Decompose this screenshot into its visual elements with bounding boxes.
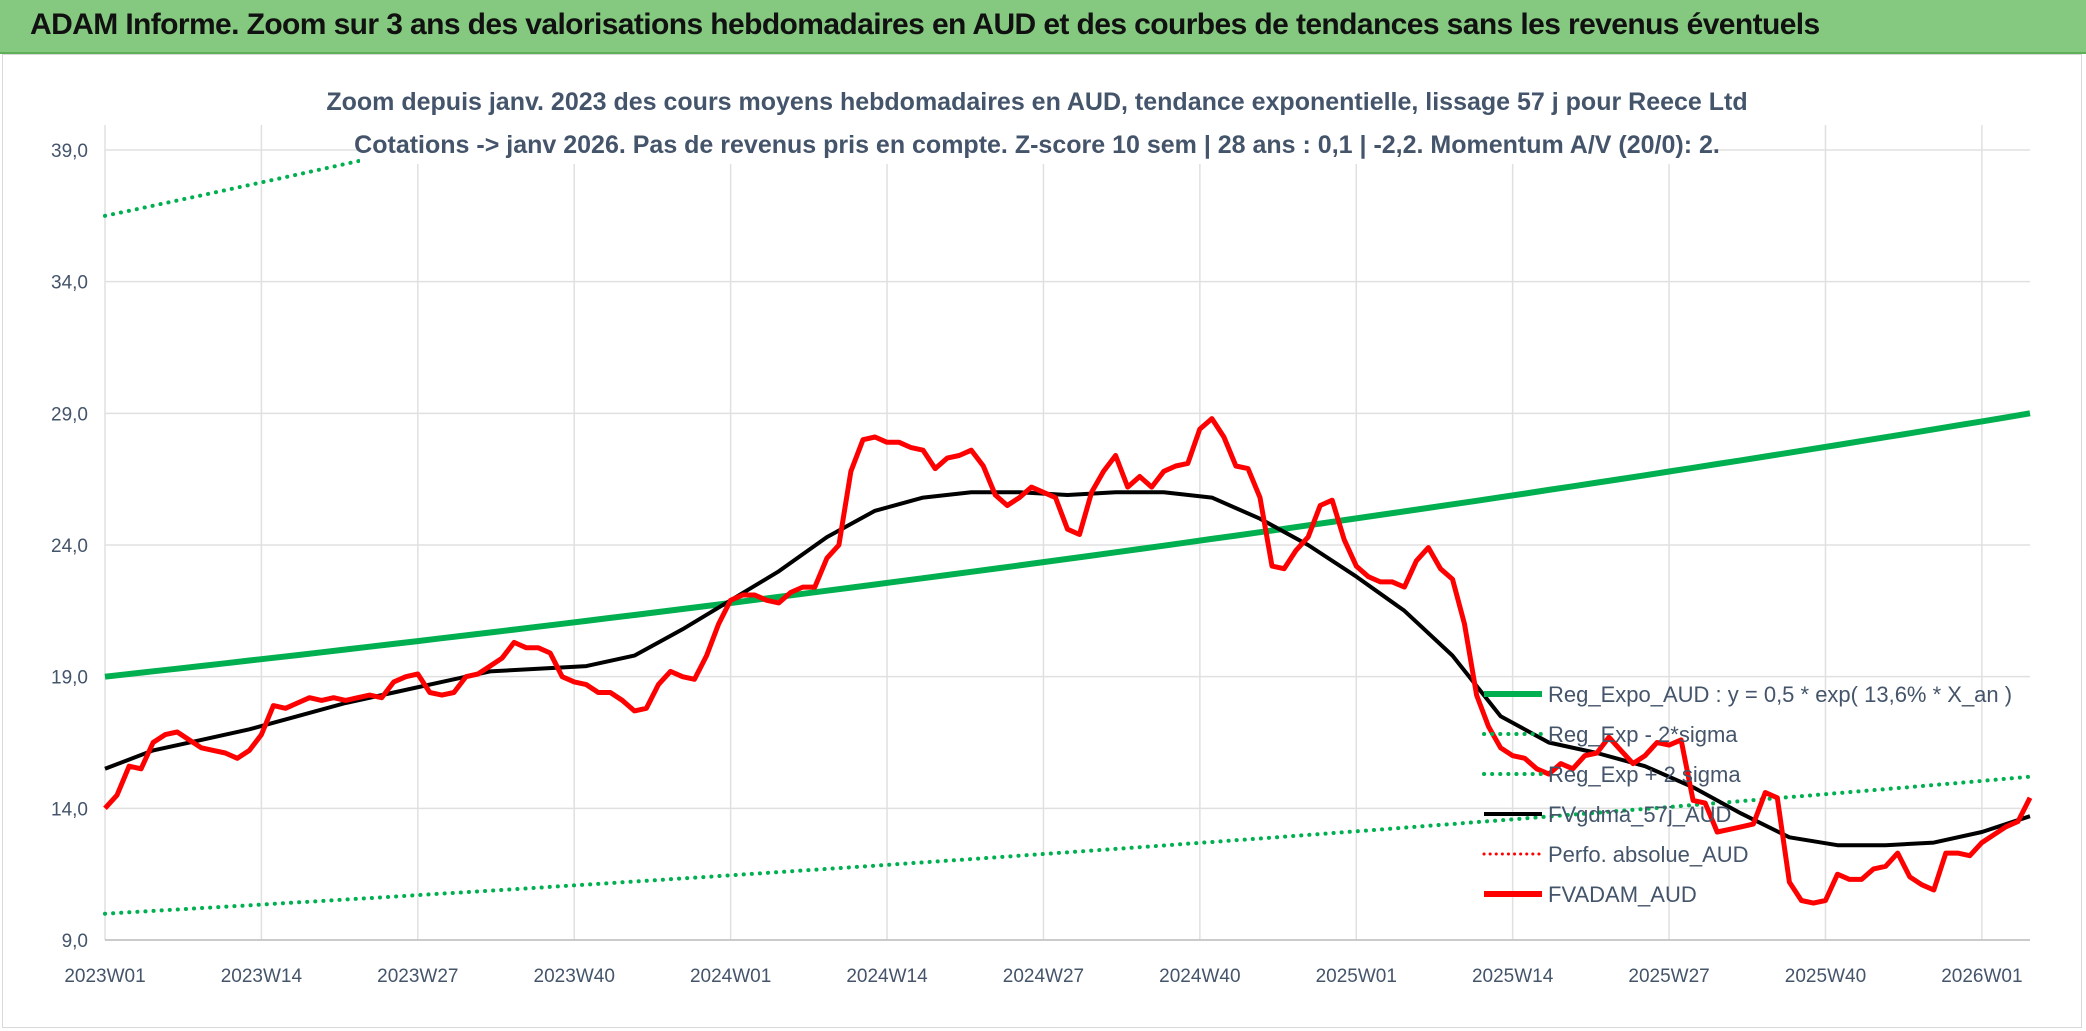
y-tick-label: 9,0: [62, 931, 88, 952]
y-tick-label: 19,0: [51, 668, 88, 689]
x-tick-label: 2025W40: [1785, 966, 1866, 987]
x-tick-label: 2025W27: [1628, 966, 1709, 987]
gridlines: [104, 125, 2030, 941]
x-tick-label: 2024W14: [846, 966, 928, 987]
y-tick-label: 39,0: [51, 141, 88, 162]
x-tick-label: 2023W27: [377, 966, 458, 987]
x-tick-label: 2026W01: [1941, 966, 2022, 987]
legend-label-fvgdma: FVgdma_57j_AUD: [1548, 802, 1731, 827]
legend-label-perfo: Perfo. absolue_AUD: [1548, 842, 1749, 867]
x-axis-ticks: 2023W01 2023W14 2023W27 2023W40 2024W01 2024W…: [64, 966, 2022, 987]
report-title: ADAM Informe. Zoom sur 3 ans des valoris…: [30, 8, 1820, 41]
x-tick-label: 2023W14: [221, 966, 303, 987]
x-tick-label: 2024W27: [1003, 966, 1084, 987]
plot-area: [103, 125, 2033, 916]
chart-legend: Reg_Expo_AUD : y = 0,5 * exp( 13,6% * X_…: [1482, 682, 2012, 907]
legend-label-fvadam: FVADAM_AUD: [1548, 882, 1697, 907]
legend-label-sigma-minus: Reg_Exp - 2*sigma: [1548, 722, 1738, 747]
y-tick-label: 14,0: [51, 799, 88, 820]
chart-subtitle-line2: Cotations -> janv 2026. Pas de revenus p…: [354, 131, 1720, 159]
chart-subtitle-line1: Zoom depuis janv. 2023 des cours moyens …: [326, 88, 1747, 116]
x-tick-label: 2025W01: [1316, 966, 1397, 987]
subtitle-background: [360, 82, 1710, 164]
series-reg-expo: [104, 410, 2031, 680]
report-banner: ADAM Informe. Zoom sur 3 ans des valoris…: [0, 0, 2086, 54]
x-tick-label: 2024W01: [690, 966, 771, 987]
legend-label-sigma-plus: Reg_Exp + 2 sigma: [1548, 762, 1741, 787]
legend-label-reg-expo: Reg_Expo_AUD : y = 0,5 * exp( 13,6% * X_…: [1548, 682, 2012, 707]
y-axis-ticks: 9,0 14,0 19,0 24,0 29,0 34,0 39,0: [51, 141, 88, 952]
y-tick-label: 29,0: [51, 404, 88, 425]
series-reg-exp-minus-2sigma: [103, 774, 2032, 916]
x-tick-label: 2023W40: [534, 966, 615, 987]
y-tick-label: 34,0: [51, 273, 88, 294]
x-tick-label: 2025W14: [1472, 966, 1554, 987]
series-fvadam: [103, 416, 2033, 906]
y-tick-label: 24,0: [51, 536, 88, 557]
x-tick-label: 2023W01: [64, 966, 145, 987]
chart-frame: [2, 54, 2082, 1028]
x-tick-label: 2024W40: [1159, 966, 1240, 987]
